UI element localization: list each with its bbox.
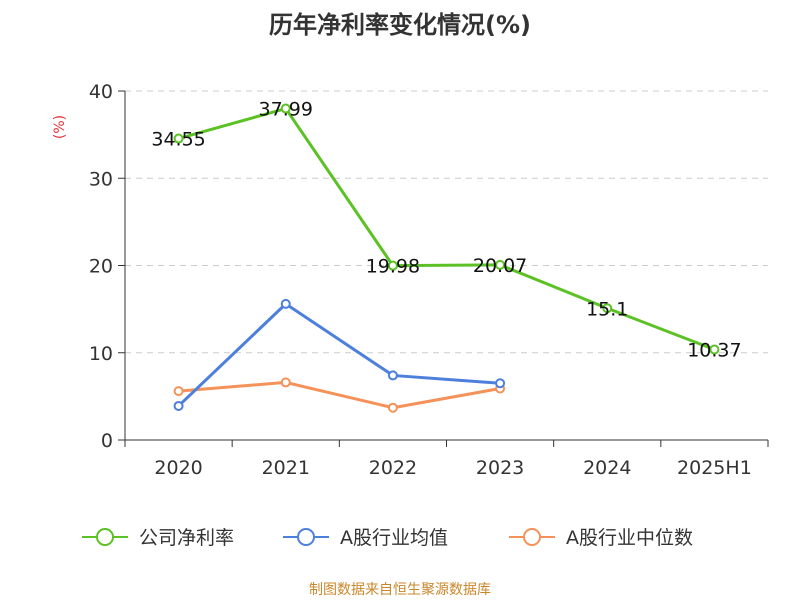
x-tick-label: 2022 — [369, 457, 417, 479]
legend[interactable]: 公司净利率 A股行业均值 A股行业中位数 — [82, 527, 693, 549]
legend-item[interactable]: A股行业中位数 — [509, 527, 693, 549]
legend-marker — [297, 528, 315, 546]
data-point — [280, 298, 291, 309]
series-line — [177, 302, 501, 408]
data-point — [495, 378, 506, 389]
y-tick-label: 20 — [89, 256, 113, 278]
series-group — [173, 103, 720, 413]
x-tick-label: 2021 — [262, 457, 310, 479]
data-point — [173, 133, 184, 144]
y-axis-label: (%) — [52, 115, 68, 139]
y-tick-label: 30 — [89, 168, 113, 190]
y-tick-label: 40 — [89, 81, 113, 103]
data-point — [387, 402, 398, 413]
data-labels: 34.55 37.99 19.98 20.07 15.1 10.37 — [151, 99, 741, 362]
x-tick-label: 2023 — [476, 457, 524, 479]
data-point — [602, 303, 613, 314]
data-point — [173, 386, 184, 397]
x-tick-labels: 2020 2021 2022 2023 2024 2025H1 — [154, 457, 751, 479]
data-label: 15.1 — [586, 298, 628, 320]
y-tick-label: 10 — [89, 343, 113, 365]
data-point — [280, 103, 291, 114]
series-line — [178, 380, 501, 410]
axes — [118, 90, 769, 447]
data-label: 20.07 — [473, 255, 527, 277]
data-point — [387, 370, 398, 381]
legend-label: 公司净利率 — [139, 527, 234, 549]
data-label: 19.98 — [366, 256, 420, 278]
data-label: 34.55 — [151, 129, 205, 151]
data-label: 10.37 — [687, 340, 741, 362]
series-line — [178, 107, 715, 351]
y-tick-label: 0 — [101, 430, 113, 452]
chart-title: 历年净利率变化情况(%) — [269, 11, 531, 39]
data-point — [280, 377, 291, 388]
x-tick-label: 2025H1 — [677, 457, 752, 479]
legend-marker — [96, 528, 114, 546]
legend-label: A股行业中位数 — [566, 527, 693, 549]
grid-lines — [125, 90, 768, 354]
data-point — [387, 260, 398, 271]
legend-item[interactable]: 公司净利率 — [82, 527, 234, 549]
y-tick-labels: 0 10 20 30 40 — [89, 81, 113, 452]
x-tick-label: 2024 — [583, 457, 631, 479]
source-note: 制图数据来自恒生聚源数据库 — [309, 582, 491, 598]
data-point — [495, 259, 506, 270]
legend-label: A股行业均值 — [340, 527, 448, 549]
data-point — [709, 344, 720, 355]
legend-item[interactable]: A股行业均值 — [283, 527, 448, 549]
legend-marker — [523, 528, 541, 546]
data-label: 37.99 — [259, 99, 313, 121]
x-tick-label: 2020 — [154, 457, 202, 479]
data-point — [173, 400, 184, 411]
